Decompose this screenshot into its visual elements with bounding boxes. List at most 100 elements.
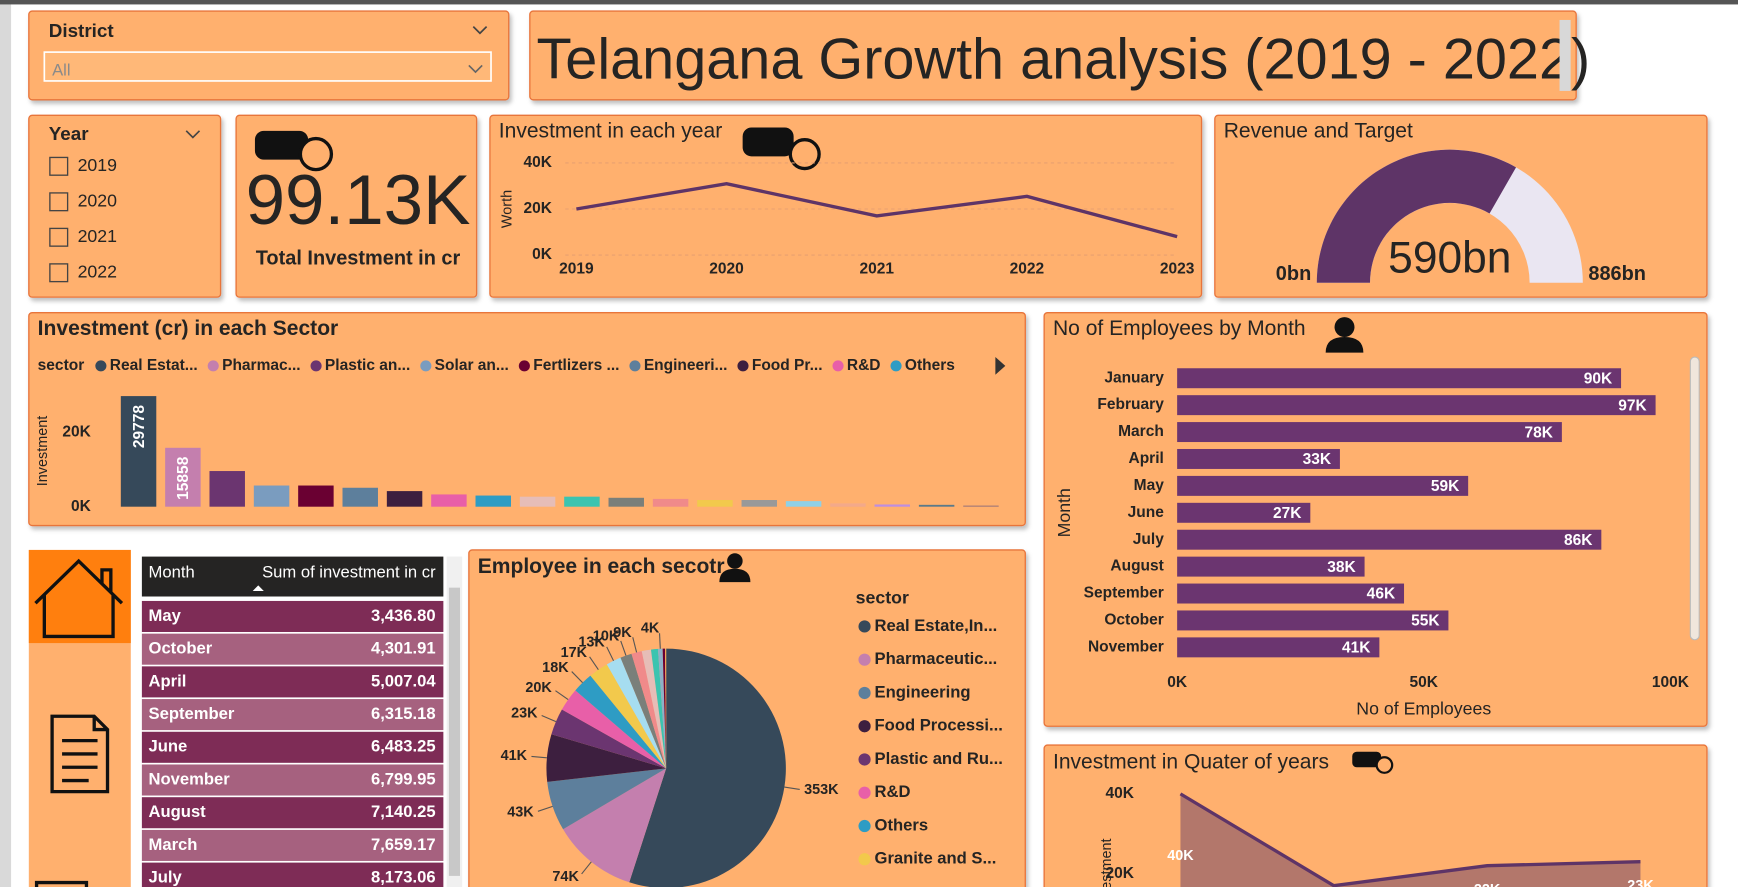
leader-line xyxy=(555,690,569,701)
bar[interactable] xyxy=(697,500,733,507)
table-cell: 6,799.95 xyxy=(371,769,436,788)
document-button[interactable] xyxy=(50,714,110,794)
checkbox[interactable] xyxy=(49,227,69,247)
bar[interactable] xyxy=(253,485,290,507)
legend-label[interactable]: Others xyxy=(875,815,929,834)
legend-label[interactable]: R&D xyxy=(875,782,911,801)
x-axis-label: No of Employees xyxy=(1356,698,1491,718)
legend-marker xyxy=(310,360,322,372)
nav-icon[interactable] xyxy=(34,880,89,887)
pie-slice[interactable] xyxy=(551,709,667,769)
legend-label[interactable]: Food Pr... xyxy=(752,357,823,374)
bar[interactable] xyxy=(1177,422,1562,443)
bar[interactable] xyxy=(298,485,334,507)
bar[interactable] xyxy=(1177,610,1449,631)
legend-label[interactable]: Engineeri... xyxy=(644,357,728,374)
bar[interactable] xyxy=(165,447,201,507)
data-label: 23K xyxy=(511,706,538,722)
legend-label[interactable]: Real Estat... xyxy=(110,357,198,374)
pie-slice[interactable] xyxy=(590,664,667,769)
bar[interactable] xyxy=(652,498,689,507)
legend-next[interactable] xyxy=(995,357,1006,375)
pie-slice[interactable] xyxy=(563,768,667,883)
bar[interactable] xyxy=(608,497,644,507)
pie-slice[interactable] xyxy=(546,734,667,782)
scrollbar[interactable] xyxy=(1559,19,1571,91)
checkbox[interactable] xyxy=(49,192,69,212)
table-cell: 7,140.25 xyxy=(371,802,436,821)
bar[interactable] xyxy=(519,496,556,507)
bar[interactable] xyxy=(431,494,467,507)
dropdown[interactable] xyxy=(43,51,492,82)
pie-slice[interactable] xyxy=(664,648,667,769)
kpi-label: Total Investment in cr xyxy=(256,248,461,270)
chevron[interactable] xyxy=(472,26,488,35)
gauge-tick-label: 0bn xyxy=(1276,263,1311,285)
bar[interactable] xyxy=(120,396,157,507)
pie-slice[interactable] xyxy=(650,648,667,769)
pie-slice[interactable] xyxy=(575,675,667,769)
scrollbar[interactable] xyxy=(1689,356,1700,641)
bar[interactable] xyxy=(1177,583,1405,604)
column-header[interactable]: Sum of investment in cr xyxy=(262,563,436,582)
legend-label[interactable]: Pharmac... xyxy=(222,357,300,374)
legend-label[interactable]: R&D xyxy=(847,357,881,374)
pie-slice[interactable] xyxy=(657,648,667,769)
checkbox[interactable] xyxy=(49,156,69,176)
bar[interactable] xyxy=(1177,395,1656,416)
legend-marker xyxy=(518,360,530,372)
bar[interactable] xyxy=(1177,502,1311,523)
bar[interactable] xyxy=(874,504,911,507)
bar[interactable] xyxy=(1177,368,1622,389)
table-cell: 4,301.91 xyxy=(371,639,436,658)
bar[interactable] xyxy=(209,471,245,507)
legend-label[interactable]: Plastic and Ru... xyxy=(875,749,1003,768)
legend-label[interactable]: Real Estate,In... xyxy=(875,616,998,635)
bar[interactable] xyxy=(741,500,778,507)
money-icon xyxy=(742,127,821,171)
x-tick-label: 0K xyxy=(1167,674,1188,691)
bar[interactable] xyxy=(342,487,378,507)
bar[interactable] xyxy=(564,496,600,507)
bar[interactable] xyxy=(475,495,511,507)
legend-marker xyxy=(858,753,871,766)
leader-line xyxy=(571,671,583,684)
bar[interactable] xyxy=(1177,448,1340,469)
legend-label[interactable]: Fertlizers ... xyxy=(533,357,619,374)
bar[interactable] xyxy=(1177,529,1602,550)
scroll-thumb[interactable] xyxy=(448,587,460,876)
bar[interactable] xyxy=(386,491,423,507)
pie-slice[interactable] xyxy=(547,768,667,830)
data-label: 23K xyxy=(1627,878,1654,887)
column-header[interactable]: Month xyxy=(149,563,195,582)
pie-slice[interactable] xyxy=(631,651,667,769)
panel xyxy=(489,114,1203,298)
chevron[interactable] xyxy=(468,64,483,74)
table-cell: March xyxy=(149,835,198,854)
pie-slice[interactable] xyxy=(662,648,667,769)
bar[interactable] xyxy=(918,504,955,507)
bar[interactable] xyxy=(1177,556,1365,577)
bar[interactable] xyxy=(830,503,866,507)
legend-label[interactable]: Granite and S... xyxy=(875,849,997,868)
legend-label[interactable]: Others xyxy=(905,357,955,374)
data-label: 38K xyxy=(1327,559,1356,576)
checkbox[interactable] xyxy=(49,263,69,283)
pie-slice[interactable] xyxy=(606,657,667,769)
chevron[interactable] xyxy=(185,130,201,139)
legend-label[interactable]: Food Processi... xyxy=(875,716,1003,735)
legend-label[interactable]: Pharmaceutic... xyxy=(875,649,998,668)
pie-slice[interactable] xyxy=(620,653,667,769)
legend-label[interactable]: Engineering xyxy=(875,682,971,701)
leader-line xyxy=(620,640,627,656)
bar[interactable] xyxy=(1177,475,1469,496)
bar[interactable] xyxy=(785,501,822,507)
bar[interactable] xyxy=(1177,637,1380,658)
bar[interactable] xyxy=(963,505,999,507)
pie-slice[interactable] xyxy=(561,690,667,769)
legend-label[interactable]: Plastic an... xyxy=(325,357,410,374)
legend-label[interactable]: Solar an... xyxy=(435,357,509,374)
pie-slice[interactable] xyxy=(641,649,667,769)
legend-marker xyxy=(95,360,107,372)
pie-slice[interactable] xyxy=(629,648,786,887)
